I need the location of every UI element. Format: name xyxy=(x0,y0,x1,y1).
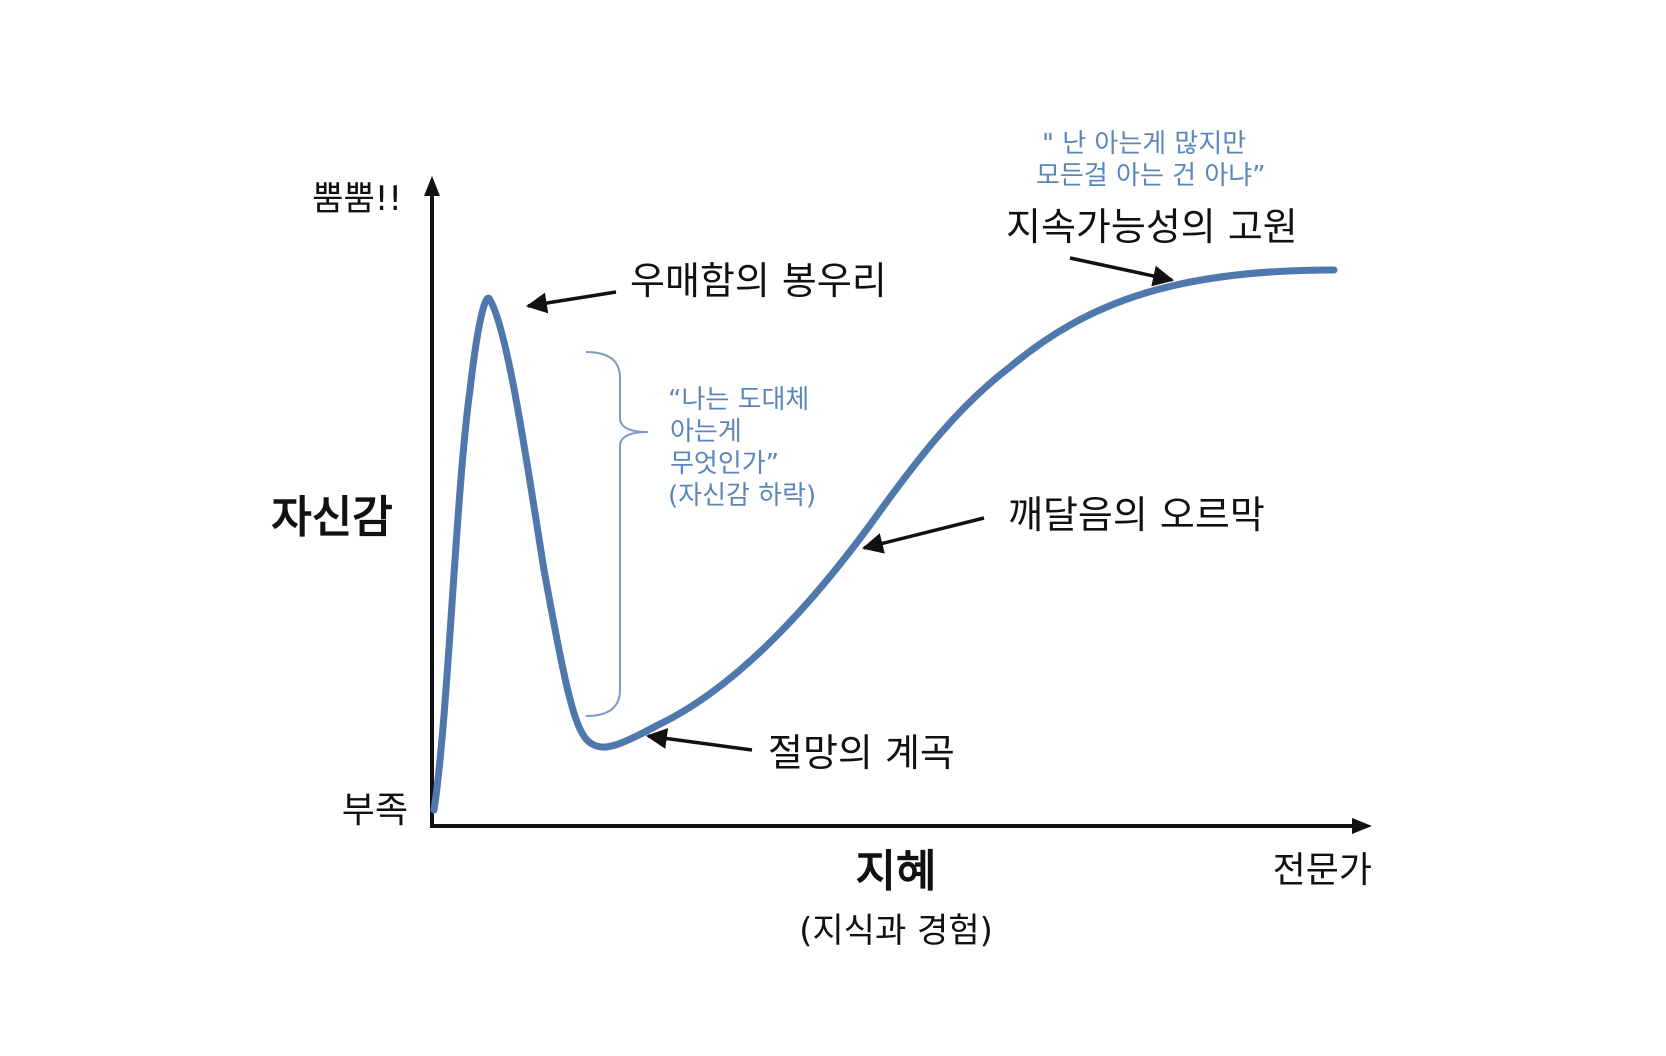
decline-note-line-3: 무엇인가” xyxy=(670,449,779,479)
plateau-arrow xyxy=(1069,256,1175,287)
decline-note-line-1: “나는 도대체 xyxy=(668,385,809,415)
valley-label: 절망의 계곡 xyxy=(768,731,955,775)
plateau-label: 지속가능성의 고원 xyxy=(1006,205,1298,249)
peak-arrow xyxy=(525,290,617,314)
x-axis-title: 지혜 xyxy=(856,846,937,897)
slope-label: 깨달음의 오르막 xyxy=(1008,493,1265,537)
x-axis-arrowhead-icon xyxy=(1352,818,1372,834)
plateau-note-line-1: " 난 아는게 많지만 xyxy=(1042,129,1246,159)
slope-arrow xyxy=(861,516,985,554)
confidence-curve xyxy=(430,266,1338,814)
y-axis-title: 자신감 xyxy=(271,492,392,543)
y-axis-bottom-label: 부족 xyxy=(342,790,408,831)
decline-note-line-2: 아는게 xyxy=(670,417,742,447)
y-axis-top-label: 뿜뿜!! xyxy=(312,179,402,219)
x-axis-subtitle: (지식과 경험) xyxy=(799,911,993,951)
plateau-note-line-2: 모든걸 아는 건 아냐” xyxy=(1036,161,1266,191)
decline-bracket xyxy=(585,351,649,717)
y-axis-arrowhead-icon xyxy=(424,176,440,196)
peak-label: 우매함의 봉우리 xyxy=(630,259,887,303)
diagram-background xyxy=(252,72,1382,982)
decline-note-line-4: (자신감 하락) xyxy=(668,481,816,511)
x-axis-right-label: 전문가 xyxy=(1273,850,1372,891)
valley-arrow xyxy=(645,728,753,752)
